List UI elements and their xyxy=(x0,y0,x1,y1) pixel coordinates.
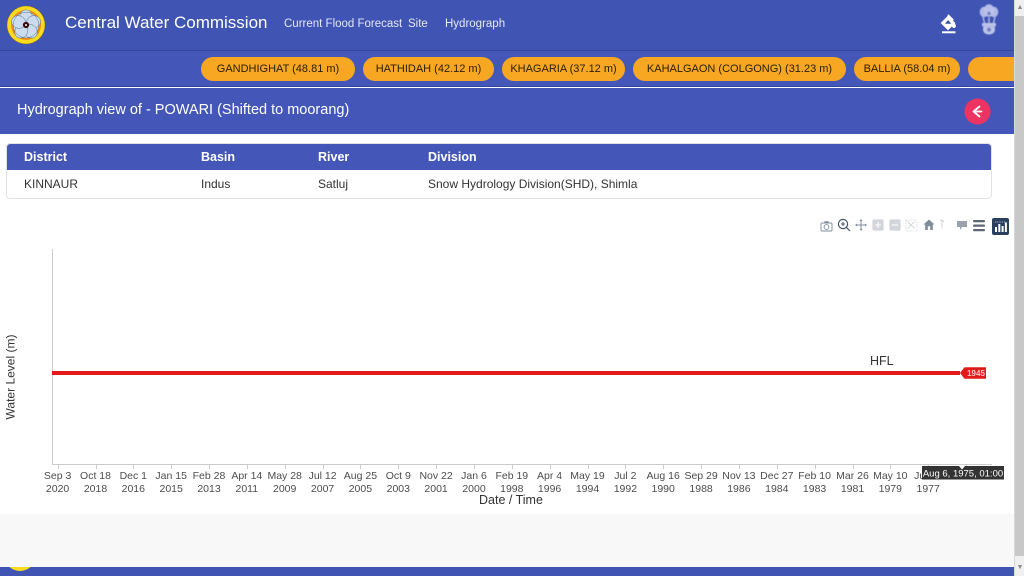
svg-text:Aug 6, 1975, 01:00: Aug 6, 1975, 01:00 xyxy=(923,468,1003,479)
svg-text:1945: 1945 xyxy=(967,369,985,378)
